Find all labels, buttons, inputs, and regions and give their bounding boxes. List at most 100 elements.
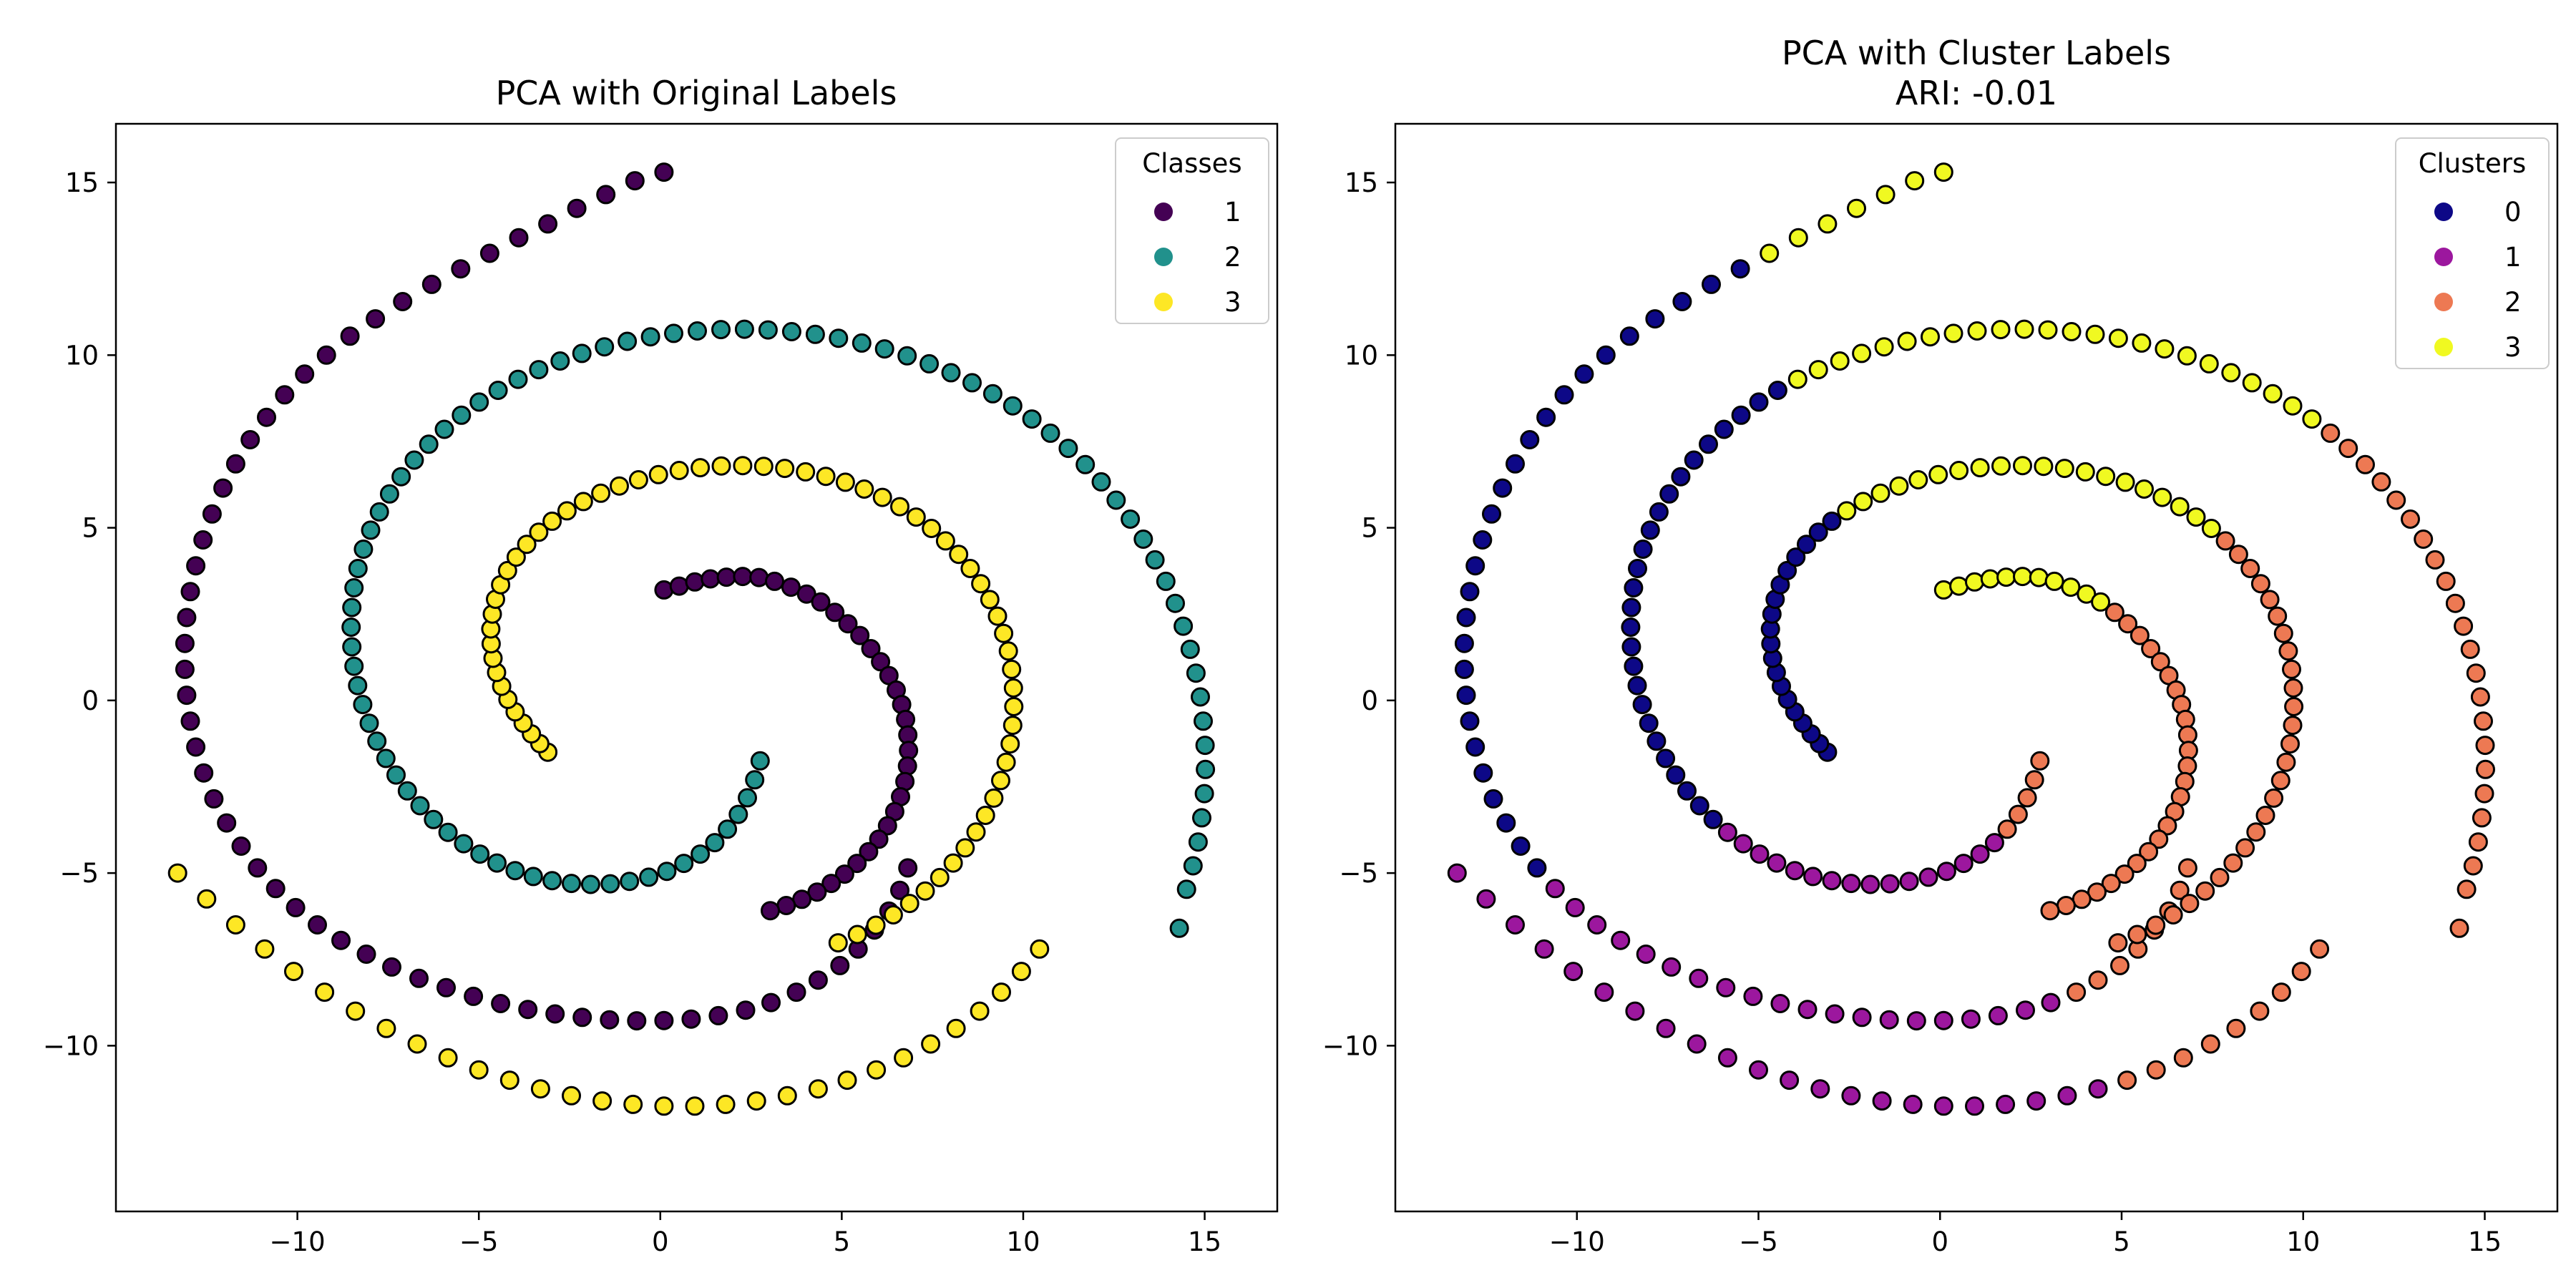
legend-label-2: 2 [2504,287,2522,318]
point-1-49 [1906,1011,1926,1031]
point-0-242 [1002,716,1023,736]
point-0-266 [837,1070,857,1091]
point-0-279 [438,1048,458,1068]
point-0-82 [257,407,276,427]
point-1-66 [1496,813,1516,833]
x-tick-label: 5 [2113,1226,2130,1257]
point-1-159 [2108,328,2128,348]
point-0-168 [1022,409,1042,429]
point-0-100 [738,788,757,808]
x-tick-label: 15 [2468,1226,2502,1257]
point-1-67 [1483,789,1503,809]
point-0-2 [685,572,705,592]
point-0-234 [971,574,991,594]
point-0-183 [1194,711,1213,731]
point-1-157 [2062,322,2082,341]
point-1-48 [1933,1010,1953,1030]
point-1-9 [2077,584,2097,604]
point-0-124 [367,731,387,751]
point-1-272 [1933,1096,1953,1116]
point-1-257 [2108,933,2128,953]
point-0-264 [894,1048,914,1068]
left-panel: PCA with Original Labels −10 −5 0 5 10 15−10−… [43,74,1279,1257]
point-0-288 [167,863,187,883]
point-0-178 [1166,593,1185,613]
point-0-97 [654,162,674,182]
point-0-181 [1186,663,1206,683]
point-1-221 [2034,457,2054,477]
point-1-118 [1717,822,1737,842]
point-1-280 [1687,1034,1707,1054]
point-0-75 [180,582,200,602]
point-0-122 [386,765,406,785]
point-0-222 [775,459,795,479]
point-0-270 [716,1094,736,1114]
point-0-219 [711,456,731,476]
point-0-77 [193,530,213,550]
point-0-190 [1176,879,1196,899]
point-1-251 [2210,867,2230,887]
point-1-163 [2199,353,2219,374]
point-1-131 [1621,597,1641,618]
point-1-111 [1841,874,1861,894]
point-1-234 [2250,574,2270,594]
point-1-101 [2008,804,2028,824]
point-1-151 [1921,327,1940,347]
point-0-96 [625,171,645,191]
point-0-176 [1145,550,1165,570]
point-0-164 [941,363,961,383]
point-1-267 [2088,1079,2108,1099]
point-0-179 [1174,616,1194,636]
right-scatter-points [1447,162,2495,1116]
point-0-182 [1191,687,1210,707]
point-0-37 [890,880,909,900]
point-0-71 [177,686,197,706]
y-tick-label: 15 [1345,167,1378,198]
point-1-236 [2268,606,2288,626]
point-1-240 [2283,678,2303,698]
point-1-274 [1872,1091,1892,1111]
point-0-69 [186,737,206,757]
y-tick-label: −10 [43,1030,99,1061]
point-1-255 [2146,915,2166,935]
point-1-210 [1822,511,1842,531]
point-0-163 [919,353,940,374]
point-0-269 [746,1091,766,1111]
point-0-185 [1196,759,1216,779]
point-0-43 [786,982,806,1002]
point-0-4 [716,567,736,587]
point-0-277 [499,1070,519,1091]
y-tick-label: 15 [65,167,99,198]
point-0-88 [393,292,413,311]
point-0-251 [930,867,950,887]
point-0-145 [508,369,528,389]
y-tick-label: 10 [1345,340,1378,371]
point-0-113 [523,867,543,887]
point-0-7 [765,571,784,591]
point-1-253 [2180,894,2200,914]
y-tick-label: −10 [1322,1030,1378,1061]
point-0-3 [701,569,721,589]
point-0-210 [542,511,562,531]
point-0-5 [733,567,753,587]
point-1-31 [2101,874,2121,894]
point-0-117 [454,834,474,854]
point-0-123 [376,748,396,769]
point-0-232 [949,545,969,565]
point-1-258 [2310,939,2330,959]
point-0-208 [517,535,537,555]
point-0-230 [922,519,942,538]
point-1-282 [1625,1001,1645,1021]
point-0-119 [424,809,444,829]
point-1-156 [2038,320,2058,340]
point-0-116 [470,844,490,864]
point-0-272 [654,1096,674,1116]
point-1-79 [1493,478,1513,498]
point-1-276 [1810,1079,1830,1099]
point-1-72 [1454,659,1474,679]
legend-marker-1 [2434,248,2453,266]
point-1-103 [1984,833,2004,853]
point-0-95 [596,185,616,205]
point-1-227 [2152,487,2172,507]
point-0-137 [379,484,399,504]
